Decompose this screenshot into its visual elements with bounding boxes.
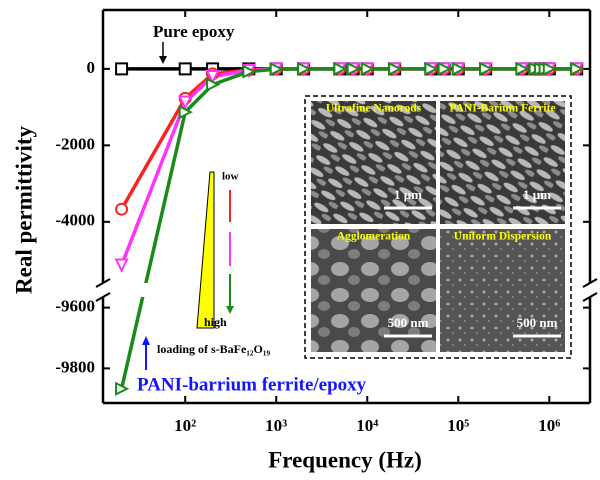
marker — [269, 61, 284, 77]
y-tick-label: -2000 — [55, 134, 95, 153]
scale-label: 500 nm — [517, 315, 558, 330]
annotation: loading of s-BaFe₁₂O₁₉ — [157, 342, 270, 356]
arrow-head — [142, 336, 150, 345]
sem-image — [440, 229, 565, 352]
x-tick-label: 10⁵ — [447, 416, 469, 435]
marker — [515, 61, 530, 77]
y-tick-label: -9800 — [55, 357, 95, 376]
y-tick-label: -9600 — [55, 297, 95, 316]
marker — [115, 62, 129, 76]
y-axis-title: Real permittivity — [11, 126, 36, 294]
x-axis-title: Frequency (Hz) — [268, 447, 422, 472]
y-tick-label: -4000 — [55, 211, 95, 230]
marker — [451, 61, 467, 77]
panel-label: Ultrafine Nanorods — [326, 103, 422, 115]
marker — [360, 61, 375, 77]
scale-label: 1 μm — [394, 187, 422, 202]
marker — [114, 258, 129, 273]
sem-image — [311, 229, 436, 352]
marker — [570, 61, 585, 77]
x-tick-label: 10² — [174, 416, 196, 435]
x-tick-label: 10³ — [265, 416, 287, 435]
marker — [297, 61, 312, 77]
marker — [115, 381, 130, 396]
scale-label: 500 nm — [388, 315, 429, 330]
marker — [388, 61, 403, 77]
sem-image — [440, 101, 565, 224]
marker — [178, 104, 193, 120]
marker — [479, 61, 494, 77]
marker — [542, 61, 558, 77]
marker — [206, 77, 221, 92]
panel-label: PANI-Barium Ferrite — [449, 103, 555, 115]
panel-label: Uniform Dispersion — [454, 231, 552, 243]
arrow-head — [226, 306, 234, 314]
sem-image — [311, 101, 436, 224]
marker — [424, 61, 439, 77]
marker — [333, 61, 348, 77]
marker — [242, 64, 257, 79]
scale-label: 1 μm — [523, 187, 551, 202]
y-tick-label: 0 — [87, 58, 96, 77]
panel-label: Agglomeration — [337, 231, 411, 243]
x-tick-label: 10⁶ — [538, 416, 560, 435]
series-label: Pure epoxy — [153, 22, 235, 41]
marker — [346, 61, 361, 77]
marker — [437, 61, 452, 77]
annotation: PANI-barrium ferrite/epoxy — [137, 374, 367, 395]
arrow-head — [159, 56, 167, 64]
loading-wedge — [196, 171, 215, 329]
annotation: low — [222, 171, 239, 183]
marker — [115, 202, 129, 216]
marker — [178, 62, 192, 76]
x-tick-label: 10⁴ — [356, 416, 378, 435]
marker — [205, 70, 220, 85]
marker — [178, 95, 193, 110]
annotation: high — [204, 315, 227, 329]
